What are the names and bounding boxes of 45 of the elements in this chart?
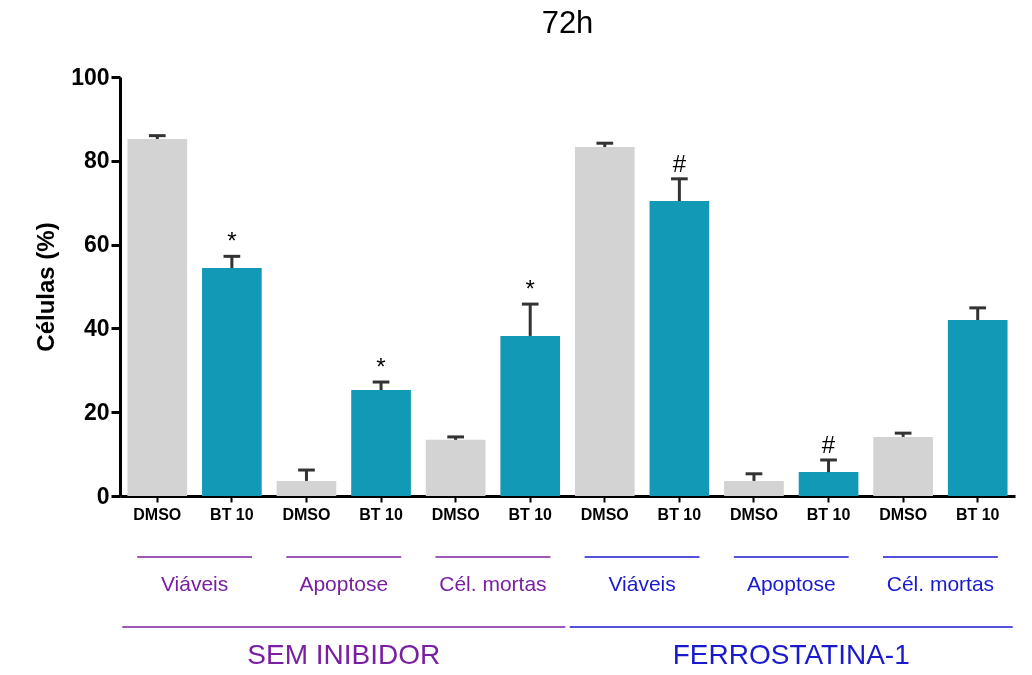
- text: Cél. mortas: [439, 572, 547, 595]
- bar: [500, 335, 561, 496]
- y-tick-label: 60: [83, 231, 110, 258]
- x-tick-label: DMSO: [580, 505, 629, 523]
- x-tick-label: BT 10: [806, 505, 851, 523]
- bar: [276, 480, 337, 496]
- x-tick-label: BT 10: [359, 505, 403, 523]
- bar: [351, 389, 411, 496]
- bar: [127, 139, 188, 496]
- bar: [724, 480, 784, 496]
- y-tick-label: 80: [83, 147, 110, 174]
- data-label: #: [672, 149, 687, 177]
- y-tick-label: 100: [71, 63, 110, 90]
- text: FERROSTATINA-1: [672, 639, 910, 670]
- x-tick-label: DMSO: [431, 505, 480, 523]
- bar: [947, 320, 1008, 496]
- data-label: *: [227, 227, 237, 255]
- x-tick-label: DMSO: [133, 505, 182, 523]
- data-label: #: [821, 430, 836, 458]
- bar: [574, 146, 635, 496]
- bar: [202, 268, 262, 496]
- y-tick-label: 20: [83, 398, 110, 425]
- text: SEM INIBIDOR: [247, 639, 441, 670]
- data-label: *: [376, 353, 386, 381]
- bar: [873, 436, 933, 496]
- x-tick-label: DMSO: [879, 505, 928, 523]
- x-tick-label: BT 10: [210, 505, 254, 523]
- chart-title: 72h: [541, 5, 594, 40]
- text: Apoptose: [746, 572, 836, 595]
- x-tick-label: BT 10: [657, 505, 702, 523]
- y-tick-label: 0: [96, 482, 110, 509]
- x-tick-label: BT 10: [955, 505, 1000, 523]
- text: Cél. mortas: [886, 572, 995, 595]
- bar: [425, 439, 486, 496]
- x-tick-label: DMSO: [729, 505, 778, 523]
- text: Viáveis: [608, 572, 676, 595]
- data-label: *: [525, 275, 535, 303]
- text: Viáveis: [160, 572, 229, 595]
- y-tick-label: 40: [83, 314, 110, 341]
- text: Apoptose: [299, 572, 389, 595]
- bar: [649, 201, 710, 496]
- bar: [798, 472, 859, 496]
- y-axis-title: Células (%): [32, 222, 60, 352]
- x-tick-label: DMSO: [282, 505, 331, 523]
- x-tick-label: BT 10: [508, 505, 553, 523]
